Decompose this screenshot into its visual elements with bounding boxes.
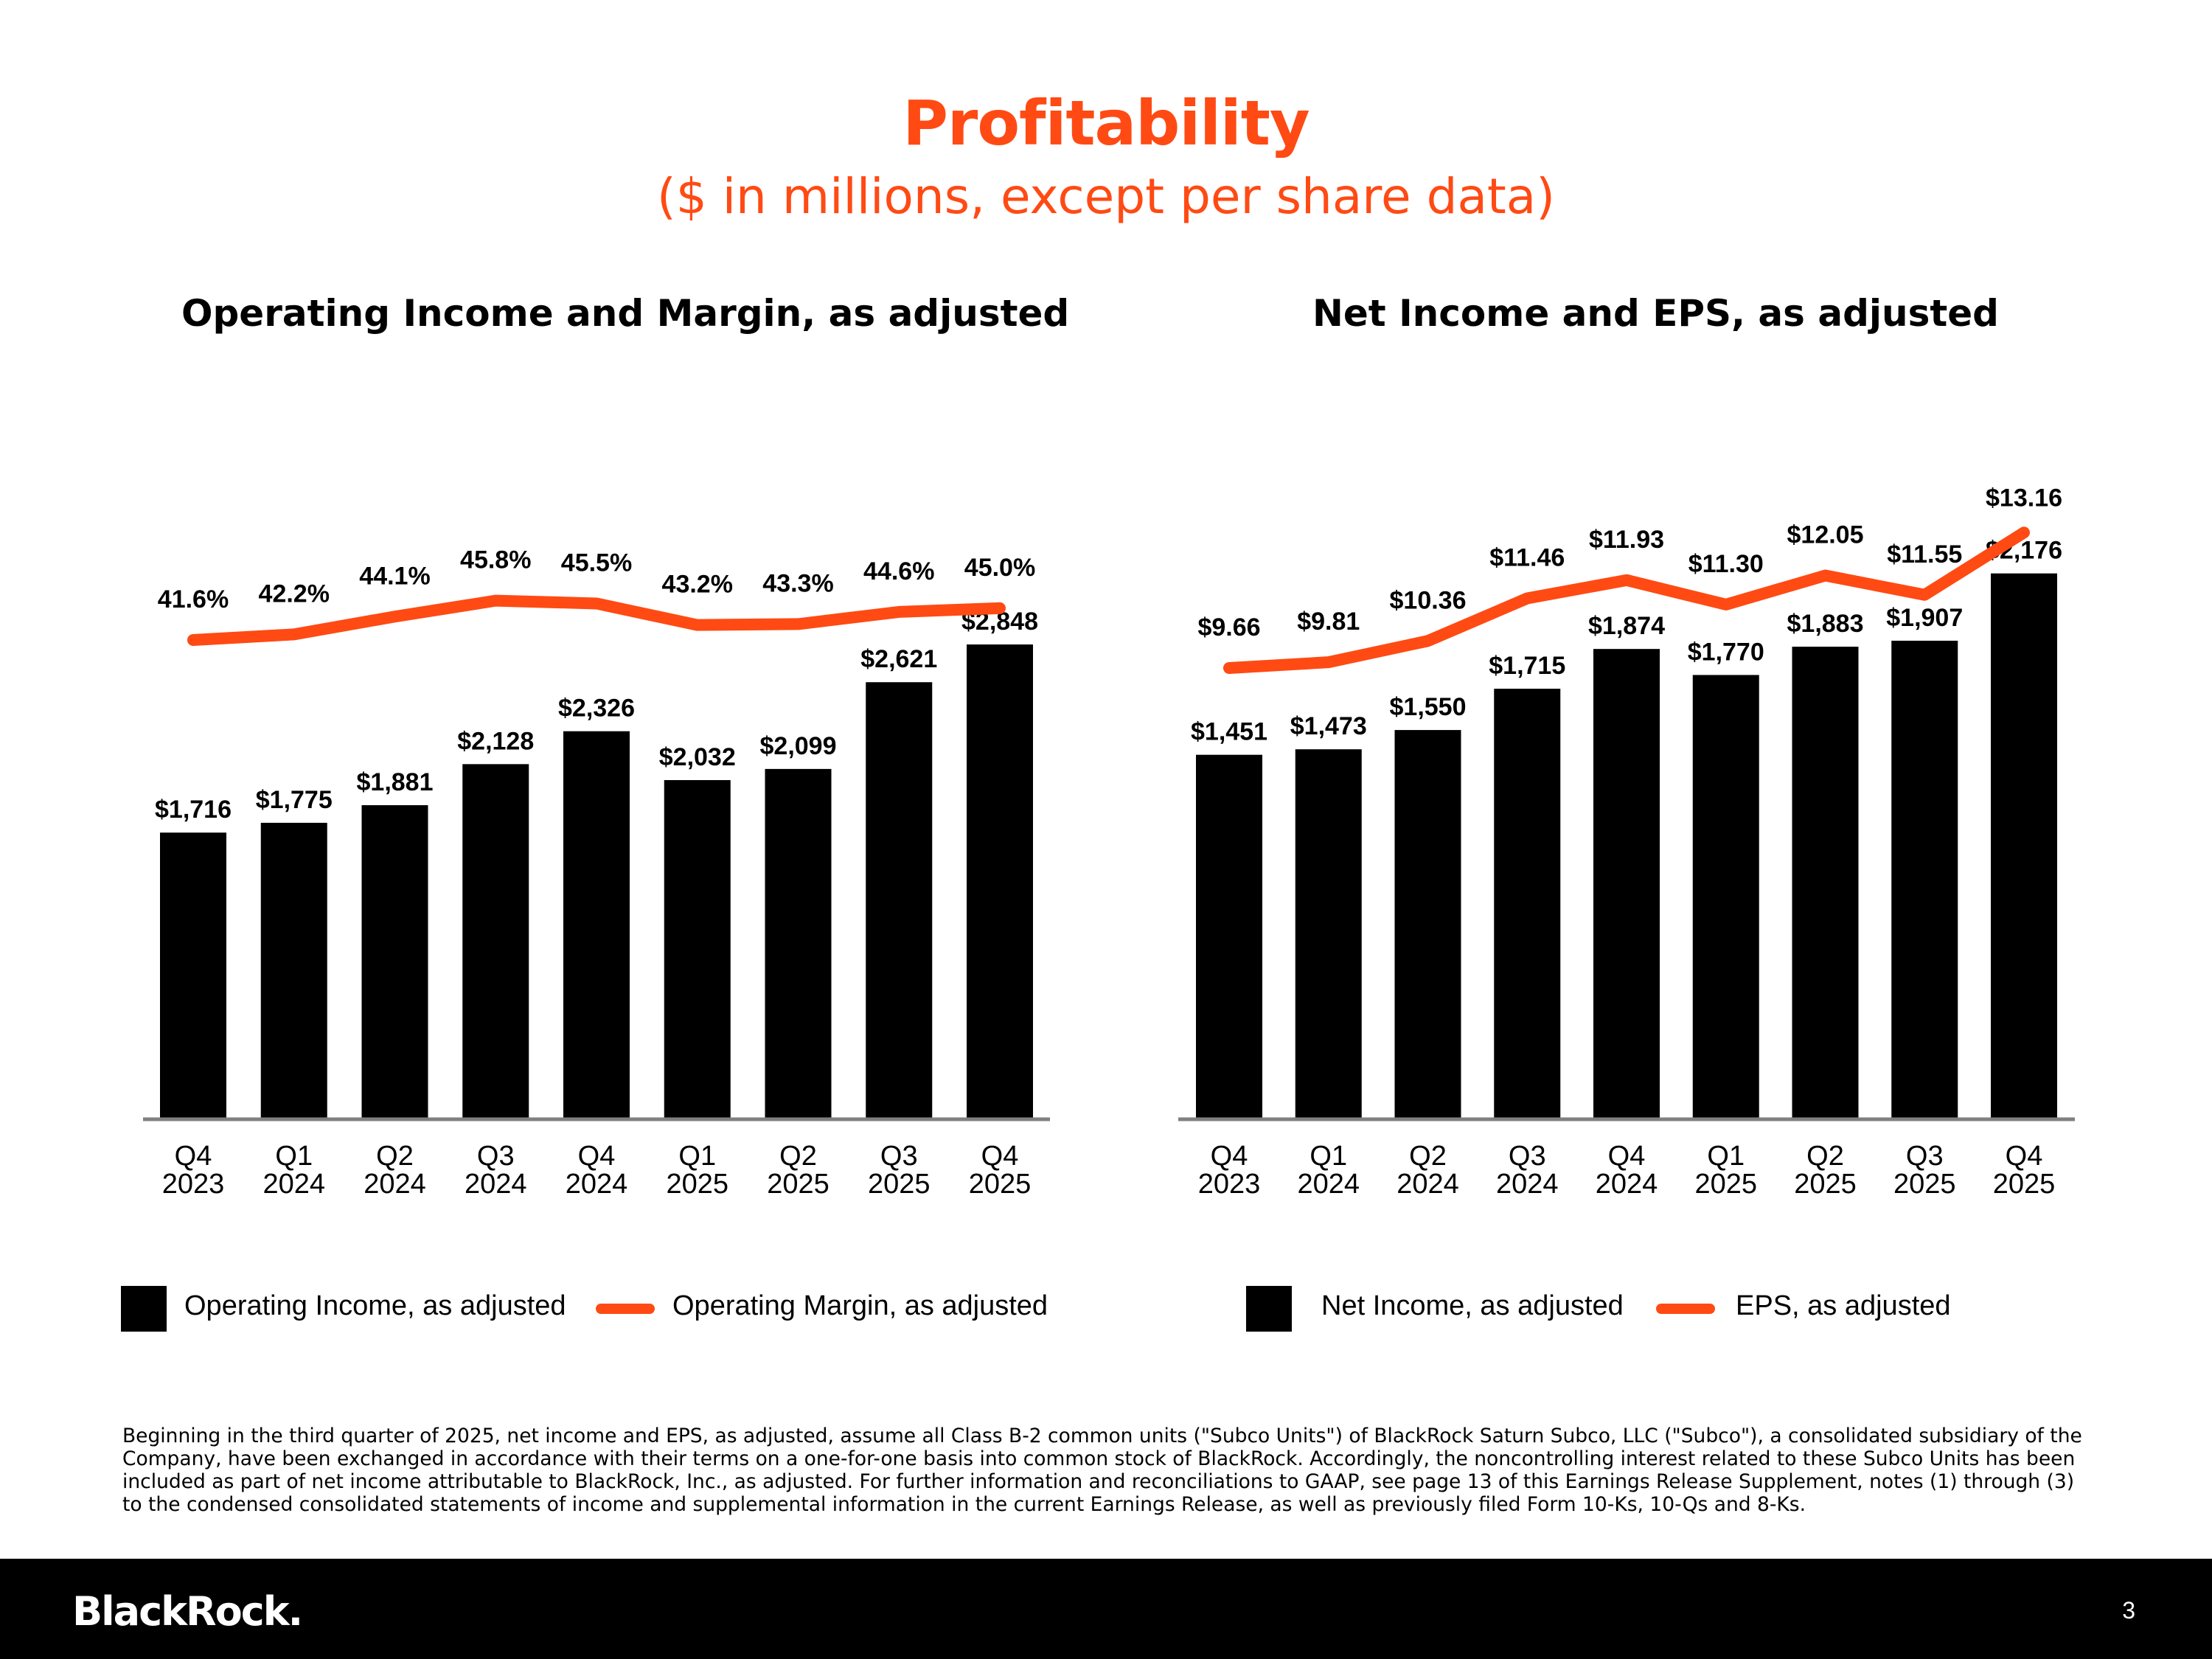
op-line-label: 45.5% (561, 549, 632, 577)
chart-title-operating-income: Operating Income and Margin, as adjusted (181, 292, 1070, 335)
op-bar-label: $2,326 (558, 695, 635, 723)
op-bar (967, 644, 1033, 1118)
ni-tick-label: Q3 2025 (1893, 1141, 1956, 1200)
ni-bar-label: $1,550 (1390, 693, 1467, 721)
ni-line-label: $13.16 (1986, 484, 2062, 512)
op-bar (664, 779, 731, 1118)
ni-tick-label: Q2 2025 (1794, 1141, 1857, 1200)
op-line-label: 44.1% (359, 562, 430, 590)
ni-bar (1991, 573, 2057, 1118)
legend-swatch-line (596, 1304, 655, 1314)
page-title: Profitability (902, 87, 1310, 159)
op-bar-label: $1,881 (357, 768, 434, 796)
op-bar (563, 731, 630, 1118)
op-bar-label: $2,099 (760, 732, 837, 760)
op-bar-label: $2,128 (457, 727, 534, 755)
legend-label-eps: EPS, as adjusted (1736, 1290, 1951, 1321)
op-tick-label: Q3 2024 (465, 1141, 527, 1200)
ni-bar-label: $1,883 (1787, 610, 1864, 638)
op-tick-label: Q1 2025 (666, 1141, 728, 1200)
ni-tick-label: Q4 2023 (1198, 1141, 1261, 1200)
op-bar (866, 682, 933, 1118)
op-tick-label: Q2 2024 (364, 1141, 426, 1200)
op-bar (160, 832, 226, 1118)
legend-label-operating-income: Operating Income, as adjusted (184, 1290, 566, 1321)
ni-tick-label: Q3 2024 (1496, 1141, 1559, 1200)
legend-label-net-income: Net Income, as adjusted (1321, 1290, 1624, 1321)
ni-bar-label: $1,770 (1688, 638, 1764, 666)
ni-line-label: $11.46 (1489, 544, 1565, 572)
ni-line-label: $11.55 (1887, 540, 1962, 568)
op-tick-label: Q3 2025 (868, 1141, 931, 1200)
ni-bar (1593, 649, 1660, 1118)
op-tick-label: Q4 2025 (969, 1141, 1032, 1200)
page-subtitle: ($ in millions, except per share data) (656, 168, 1555, 225)
op-line-label: 42.2% (259, 580, 330, 608)
op-tick-label: Q4 2023 (162, 1141, 225, 1200)
ni-line-label: $9.81 (1297, 608, 1360, 636)
ni-bar (1792, 647, 1859, 1118)
footer: BlackRock. 3 (0, 1559, 2212, 1659)
ni-bar (1692, 675, 1759, 1118)
ni-bar (1196, 754, 1262, 1118)
op-line-label: 41.6% (158, 585, 229, 613)
blackrock-logo: BlackRock. (72, 1588, 303, 1635)
op-bar-label: $2,032 (659, 743, 736, 771)
legend-label-operating-margin: Operating Margin, as adjusted (672, 1290, 1048, 1321)
ni-line-label: $12.05 (1787, 521, 1864, 549)
op-bar-label: $2,621 (860, 645, 937, 673)
chart-title-net-income: Net Income and EPS, as adjusted (1312, 292, 1999, 335)
op-line-label: 45.8% (460, 546, 531, 574)
ni-line-label: $11.93 (1589, 526, 1664, 554)
footnote: Beginning in the third quarter of 2025, … (122, 1425, 2082, 1516)
op-bar (765, 768, 832, 1118)
ni-bar-label: $1,874 (1588, 612, 1665, 640)
ni-tick-label: Q4 2024 (1596, 1141, 1658, 1200)
op-line (187, 594, 1006, 646)
ni-tick-label: Q4 2025 (1993, 1141, 2056, 1200)
op-tick-label: Q4 2024 (566, 1141, 628, 1200)
legend-left: Operating Income, as adjusted Operating … (121, 1286, 1079, 1332)
page-number: 3 (2122, 1597, 2135, 1624)
legend-swatch-bar (121, 1286, 167, 1332)
ni-bar-label: $1,473 (1290, 712, 1367, 740)
ni-bar-label: $1,907 (1886, 604, 1963, 632)
op-tick-label: Q1 2024 (262, 1141, 325, 1200)
ni-line-label: $11.30 (1688, 550, 1764, 578)
op-line-label: 45.0% (964, 554, 1035, 582)
op-bar (361, 805, 428, 1118)
legend-swatch-line (1656, 1304, 1715, 1314)
op-line-label: 44.6% (863, 557, 934, 585)
op-bar (260, 822, 327, 1118)
ni-line (1223, 526, 2030, 674)
legend-swatch-bar (1246, 1286, 1292, 1332)
ni-bar (1891, 640, 1958, 1118)
op-line-label: 43.2% (662, 571, 733, 599)
op-bar-label: $1,716 (155, 796, 232, 824)
op-bar-label: $1,775 (256, 786, 333, 814)
ni-tick-label: Q1 2025 (1694, 1141, 1757, 1200)
ni-tick-label: Q1 2024 (1297, 1141, 1360, 1200)
ni-bar (1394, 730, 1461, 1118)
ni-bar (1494, 689, 1561, 1118)
op-bar (462, 764, 529, 1118)
ni-bar-label: $1,451 (1191, 718, 1267, 746)
ni-bar (1295, 749, 1362, 1118)
ni-bar-label: $1,715 (1489, 652, 1565, 680)
ni-line-label: $10.36 (1390, 586, 1467, 614)
op-tick-label: Q2 2025 (767, 1141, 830, 1200)
op-line-label: 43.3% (762, 569, 833, 597)
ni-tick-label: Q2 2024 (1397, 1141, 1459, 1200)
legend-right: Net Income, as adjusted EPS, as adjusted (1246, 1286, 2131, 1332)
ni-line-label: $9.66 (1197, 613, 1260, 641)
